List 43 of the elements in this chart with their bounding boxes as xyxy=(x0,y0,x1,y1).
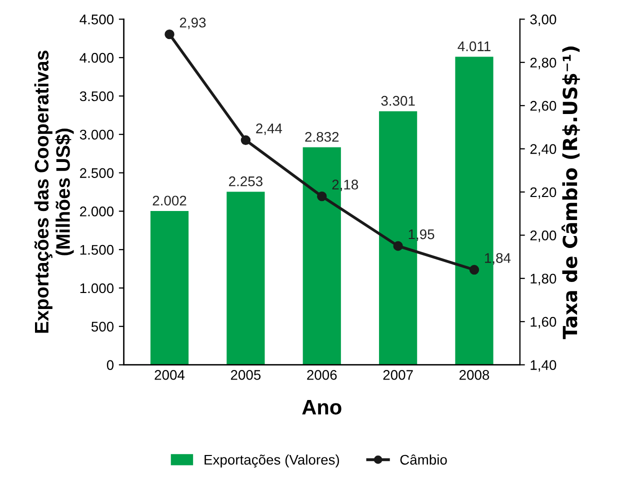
y2-axis-title: Taxa de Câmbio (R$.US$⁻¹) xyxy=(561,46,580,340)
y2-tick-label: 1,60 xyxy=(530,316,556,328)
data-label: 3.301 xyxy=(381,96,415,106)
y2-tick-label: 2,60 xyxy=(530,100,556,112)
data-label: 2.002 xyxy=(152,196,186,206)
y2-tick-label: 2,20 xyxy=(530,187,556,199)
bar xyxy=(226,192,265,365)
point xyxy=(164,29,174,40)
point xyxy=(240,135,251,146)
data-label: 2,93 xyxy=(180,18,206,30)
data-label: 4.011 xyxy=(458,41,490,52)
point xyxy=(469,264,480,275)
y-tick-label: 1.000 xyxy=(80,283,114,294)
x-tick-label: 2004 xyxy=(154,370,185,380)
y2-tick-label: 2,00 xyxy=(530,230,556,242)
x-tick-label: 2007 xyxy=(383,370,413,380)
data-label: 2.253 xyxy=(229,176,262,186)
x-axis-title: Ano xyxy=(302,400,342,415)
y2-tick-label: 2,80 xyxy=(530,58,556,70)
y-tick-label: 3.000 xyxy=(80,130,114,140)
y2-tick-label: 2,40 xyxy=(530,144,556,156)
y-tick-label: 4.500 xyxy=(80,14,114,24)
y2-tick-label: 1,40 xyxy=(530,360,556,372)
legend-label: Câmbio xyxy=(400,454,447,465)
y2-tick-label: 1,80 xyxy=(530,274,556,286)
y-axis-title: Exportações das Cooperativas (Milhões US$) xyxy=(34,50,74,333)
x-tick-label: 2005 xyxy=(230,370,261,380)
point xyxy=(393,241,403,251)
y-tick-label: 1.500 xyxy=(80,244,114,255)
legend-label: Exportações (Valores) xyxy=(204,454,340,468)
y2-tick-label: 3,00 xyxy=(530,14,556,26)
x-tick-label: 2008 xyxy=(460,370,490,380)
point xyxy=(317,191,327,202)
bar xyxy=(150,211,189,365)
y-tick-label: 0 xyxy=(106,360,114,370)
x-tick-label: 2006 xyxy=(307,370,337,380)
y-tick-label: 2.000 xyxy=(80,206,114,216)
data-label: 2.832 xyxy=(305,132,339,142)
y-tick-label: 4.000 xyxy=(80,52,114,63)
y-tick-label: 2.500 xyxy=(80,168,114,178)
y-tick-label: 3.500 xyxy=(80,91,114,102)
data-label: 2,44 xyxy=(256,124,282,135)
y-tick-label: 500 xyxy=(91,322,114,332)
